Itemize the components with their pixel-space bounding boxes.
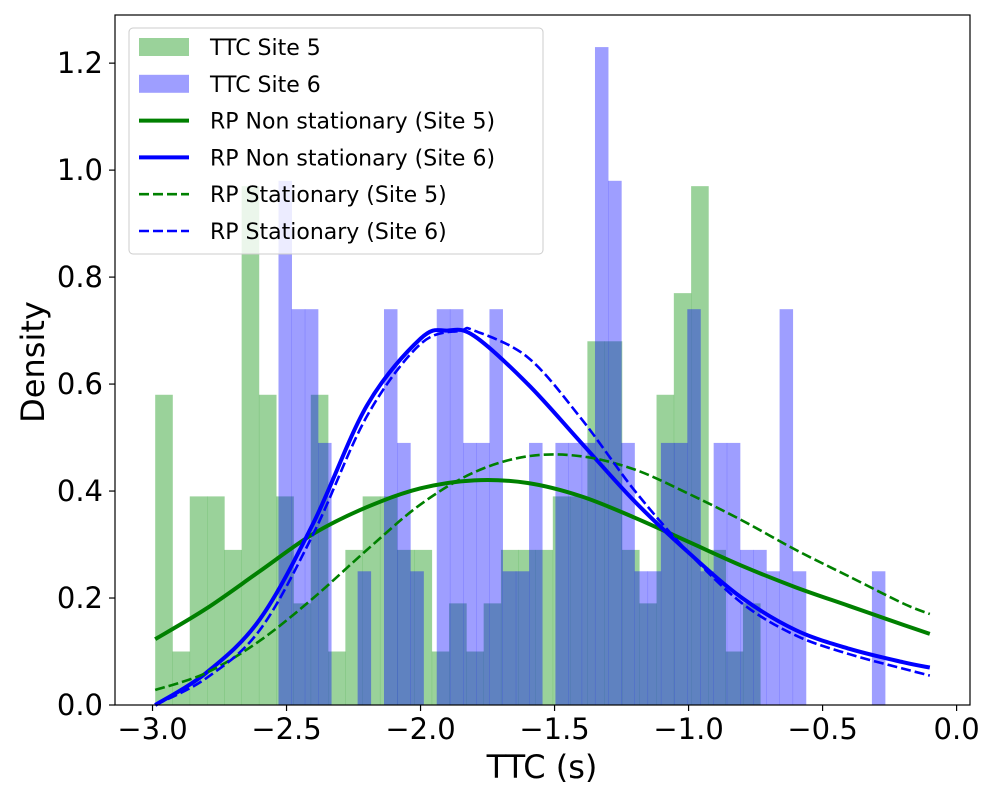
- hist-bar-site5-19: [483, 603, 502, 705]
- hist-bar-site5-21: [518, 549, 536, 705]
- legend-label-rp-stationary-site-5: RP Stationary (Site 5): [210, 183, 447, 208]
- hist-bar-site5-31: [691, 186, 709, 705]
- legend: TTC Site 5 TTC Site 6 RP Non stationary (S…: [128, 27, 544, 255]
- hist-bar-site6-45: [871, 571, 886, 705]
- plot-frame: [114, 14, 971, 706]
- x-tick-label: −1.5: [519, 712, 589, 746]
- curve-rp-non-stationary-site-5: [154, 478, 931, 641]
- legend-box: [128, 27, 544, 255]
- hist-bar-site5-4: [224, 549, 242, 705]
- hist-bar-site6-32: [700, 571, 714, 705]
- y-axis-label: Density: [14, 301, 52, 423]
- hist-bar-site6-1: [291, 309, 306, 705]
- hist-bar-site6-19: [529, 442, 543, 705]
- hist-bar-site5-2: [189, 496, 208, 705]
- hist-bar-site6-14: [463, 442, 477, 705]
- y-tick-label: 0.8: [57, 260, 103, 294]
- hist-bar-site6-24: [594, 47, 609, 705]
- legend-label-ttc-site-6: TTC Site 6: [209, 73, 321, 98]
- hist-bar-site5-6: [258, 394, 277, 705]
- hist-bar-site5-13: [379, 496, 398, 705]
- y-tick-label: 0.2: [57, 581, 103, 615]
- hist-bar-site5-5: [241, 186, 260, 705]
- hist-bar-site6-16: [489, 309, 503, 705]
- hist-bar-site5-24: [570, 496, 588, 705]
- x-tick-label: −2.5: [251, 712, 321, 746]
- hist-bar-site6-30: [674, 442, 688, 705]
- y-tick-label: 0.6: [57, 367, 103, 401]
- hist-bar-site5-16: [431, 651, 450, 705]
- x-tick-label: −2.0: [385, 712, 455, 746]
- hist-bar-site5-29: [656, 394, 675, 705]
- x-axis-label: TTC (s): [486, 748, 598, 786]
- hist-bar-site6-17: [502, 571, 517, 705]
- hist-bar-site6-10: [410, 571, 424, 705]
- y-tick-label: 1.2: [57, 46, 103, 80]
- hist-bar-site5-20: [500, 549, 519, 705]
- hist-bar-site5-26: [604, 341, 623, 705]
- x-ticks: −3.0 −2.5 −2.0 −1.5 −1.0 −0.5 0.0: [117, 705, 980, 746]
- hist-bar-site6-27: [634, 571, 649, 705]
- hist-bar-site6-2: [304, 309, 319, 705]
- hist-bar-site5-10: [328, 651, 346, 705]
- hist-bar-site6-31: [687, 309, 701, 705]
- hist-bar-site6-26: [621, 442, 635, 705]
- hist-bar-site6-25: [608, 180, 622, 705]
- hist-bar-site5-17: [449, 603, 467, 705]
- curve-rp-non-stationary-site-6: [154, 327, 931, 707]
- hist-bar-site5-30: [673, 293, 692, 705]
- hist-bar-site6-18: [515, 571, 530, 705]
- hist-bar-site5-34: [742, 603, 761, 705]
- hist-bar-site5-23: [552, 496, 571, 705]
- hist-bar-site6-28: [647, 571, 662, 705]
- hist-bar-site6-36: [753, 549, 767, 705]
- hist-bar-site6-34: [726, 442, 741, 705]
- hist-bar-site5-22: [535, 549, 554, 705]
- hist-bar-site6-8: [383, 309, 398, 705]
- hist-bar-site5-8: [293, 603, 312, 705]
- hist-bar-site5-28: [639, 603, 657, 705]
- y-tick-label: 0.4: [57, 474, 103, 508]
- hist-bar-site6-21: [555, 442, 569, 705]
- hist-bar-site6-6: [357, 571, 372, 705]
- y-ticks: 0.0 0.2 0.4 0.6 0.8 1.0 1.2: [57, 46, 115, 722]
- hist-bar-site6-38: [779, 309, 794, 705]
- hist-bar-site5-27: [621, 549, 640, 705]
- y-tick-label: 0.0: [57, 688, 103, 722]
- hist-bar-site5-32: [708, 549, 726, 705]
- legend-label-rp-non-stationary-site-6: RP Non stationary (Site 6): [210, 146, 495, 171]
- legend-label-rp-non-stationary-site-5: RP Non stationary (Site 5): [210, 110, 495, 135]
- hist-bar-site5-33: [725, 651, 744, 705]
- hist-bar-site6-12: [436, 309, 451, 705]
- hist-bar-site5-14: [397, 549, 415, 705]
- hist-bar-site6-29: [660, 442, 675, 705]
- hist-bar-site6-22: [568, 442, 583, 705]
- legend-label-ttc-site-5: TTC Site 5: [209, 36, 321, 61]
- legend-swatch-ttc-site-5: [139, 38, 189, 56]
- legend-swatch-ttc-site-6: [139, 74, 189, 93]
- hist-bar-site5-0: [155, 394, 173, 705]
- x-tick-label: −0.5: [787, 712, 857, 746]
- legend-label-rp-stationary-site-6: RP Stationary (Site 6): [210, 220, 447, 245]
- hist-bar-site6-35: [740, 549, 754, 705]
- hist-bar-site5-15: [414, 549, 433, 705]
- hist-bar-site5-18: [466, 651, 484, 705]
- x-tick-label: −1.0: [653, 712, 723, 746]
- hist-bar-site6-3: [318, 442, 332, 705]
- hist-bar-site6-13: [449, 309, 464, 705]
- hist-bar-site6-23: [581, 442, 596, 705]
- curve-rp-stationary-site-6: [154, 326, 931, 707]
- y-tick-label: 1.0: [57, 153, 103, 187]
- curve-layer: [154, 326, 931, 707]
- hist-bar-site5-9: [310, 394, 329, 705]
- x-tick-label: −3.0: [117, 712, 187, 746]
- x-tick-label: 0.0: [934, 712, 980, 746]
- curve-rp-stationary-site-5: [154, 453, 931, 692]
- hist-bar-site6-15: [476, 442, 490, 705]
- hist-bar-site6-37: [766, 571, 780, 705]
- hist-bar-site5-11: [345, 549, 363, 705]
- hist-bar-site6-9: [397, 442, 411, 705]
